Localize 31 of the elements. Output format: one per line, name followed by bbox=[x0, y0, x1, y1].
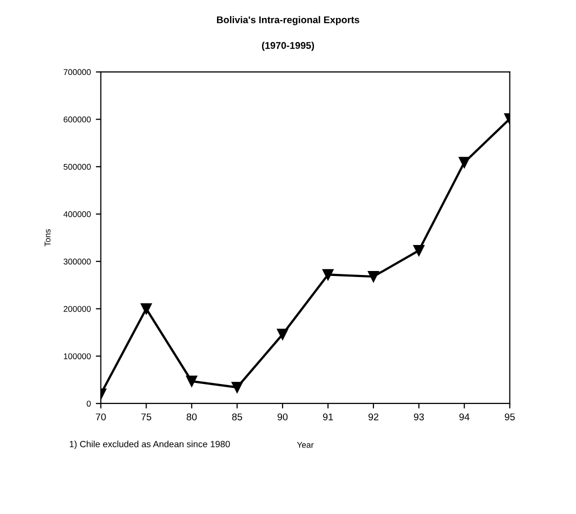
point bbox=[140, 303, 152, 314]
x-tick-label: 94 bbox=[459, 413, 470, 420]
x-tick-label: 95 bbox=[504, 413, 515, 420]
point bbox=[232, 382, 243, 393]
y-tick-label: 400000 bbox=[63, 211, 91, 218]
x-tick-label: 91 bbox=[323, 413, 333, 420]
x-tick-label: 80 bbox=[186, 413, 197, 420]
chart-title: Bolivia's Intra-regional Exports bbox=[216, 16, 360, 26]
y-tick-label: 500000 bbox=[64, 164, 91, 170]
y-tick-label: 100000 bbox=[64, 353, 91, 360]
x-tick-label: 70 bbox=[96, 413, 106, 420]
y-tick-label: 0 bbox=[86, 400, 91, 407]
x-tick-label: 85 bbox=[232, 413, 242, 420]
point bbox=[413, 244, 424, 256]
x-tick-label: 90 bbox=[278, 413, 288, 420]
text: 1) Chile excluded as Andean since 1980 bbox=[70, 440, 230, 450]
y-axis-title: Tons bbox=[44, 229, 51, 246]
y-tick-label: 600000 bbox=[64, 116, 91, 122]
point bbox=[322, 269, 334, 280]
y-tick-label: 300000 bbox=[64, 258, 91, 265]
point bbox=[368, 271, 379, 282]
x-tick-label: 92 bbox=[368, 413, 378, 420]
x-tick-label: 75 bbox=[141, 414, 152, 420]
x-tick-label: 93 bbox=[414, 413, 424, 420]
x-axis-title: Year bbox=[297, 442, 314, 448]
point bbox=[458, 156, 470, 168]
chart-subtitle: (1970-1995) bbox=[262, 42, 314, 51]
y-tick-label: 700000 bbox=[64, 69, 91, 76]
point bbox=[277, 328, 288, 340]
y-tick-label: 200000 bbox=[64, 306, 91, 312]
point bbox=[186, 376, 198, 387]
